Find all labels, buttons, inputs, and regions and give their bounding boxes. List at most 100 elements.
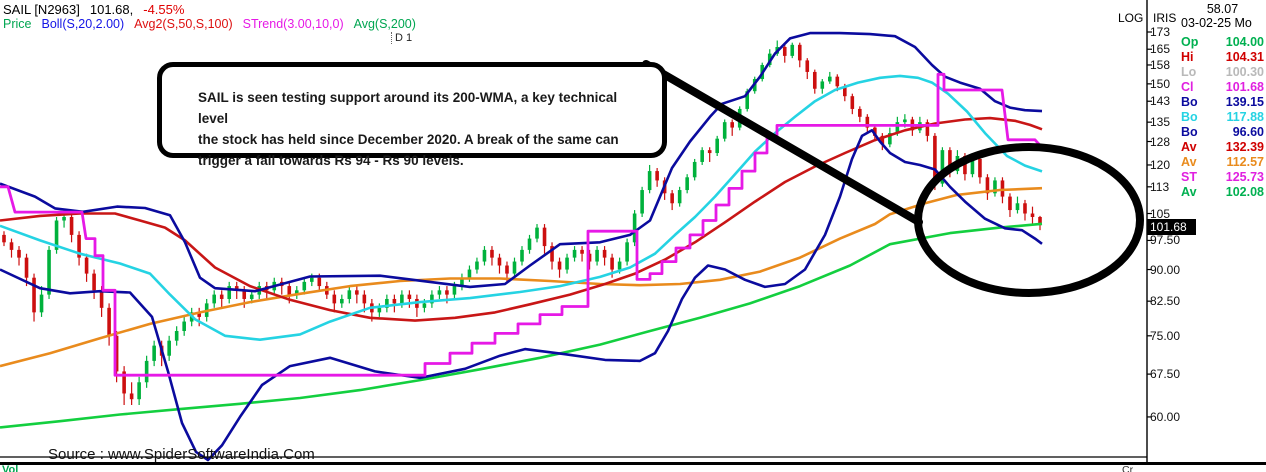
candle-body: [347, 290, 352, 299]
panel-row-value: 104.00: [1225, 35, 1264, 49]
candle-body: [610, 257, 614, 270]
last-price-label: 101.68,: [89, 2, 134, 17]
candle-body: [827, 76, 832, 82]
candle-body: [640, 190, 644, 214]
candle-body: [880, 135, 885, 145]
panel-row-label: Bo: [1181, 110, 1198, 124]
candle-body: [129, 393, 134, 400]
ohlc-indicator-panel: Op 104.00 Hi 104.31 Lo 100.30 Cl 101.68 Bo 139.15…: [1181, 35, 1264, 200]
volume-pane-label: Vol: [2, 464, 19, 472]
annotation-line-2: the stock has held since December 2020. …: [198, 132, 619, 147]
candle-body: [805, 60, 810, 72]
candle-body: [542, 227, 547, 247]
panel-row-value: 102.08: [1225, 185, 1264, 199]
panel-row-cl-3: Cl 101.68: [1181, 80, 1264, 95]
panel-row-label: ST: [1181, 170, 1197, 184]
candle-body: [137, 382, 141, 400]
candle-body: [625, 242, 629, 262]
candle-body: [332, 294, 337, 304]
y-axis-tick-label: 75.00: [1150, 328, 1181, 343]
candle-body: [745, 91, 750, 109]
candle-body: [940, 150, 945, 184]
y-axis-tick-label: 165: [1150, 42, 1171, 57]
candle-body: [820, 81, 825, 89]
candle-body: [970, 158, 975, 175]
candle-body: [249, 294, 254, 299]
panel-row-label: Bo: [1181, 95, 1198, 109]
overlay-boll-lower: [0, 129, 1043, 462]
candle-body: [617, 261, 622, 270]
candle-body: [512, 261, 517, 274]
candle-body: [32, 277, 36, 313]
candle-body: [1000, 180, 1005, 197]
legend-item-4: STrend(3.00,10,0): [242, 17, 344, 31]
candle-body: [167, 340, 171, 356]
candle-body: [77, 234, 81, 258]
panel-row-value: 100.30: [1225, 65, 1264, 79]
candle-body: [92, 273, 96, 291]
y-axis-tick-label: 97.50: [1150, 233, 1181, 248]
candle-body: [707, 150, 712, 154]
panel-row-label: Av: [1181, 155, 1197, 169]
log-scale-label: LOG: [1118, 11, 1144, 25]
annotation-line-3: trigger a fall towards Rs 94 - Rs 90 lev…: [198, 153, 464, 168]
candle-body: [39, 294, 44, 313]
candle-body: [782, 47, 787, 56]
panel-row-value: 139.15: [1225, 95, 1264, 109]
candle-body: [535, 227, 539, 239]
candle-body: [655, 171, 659, 181]
candle-body: [1038, 216, 1042, 226]
candle-body: [722, 122, 727, 139]
panel-row-av-7: Av 132.39: [1181, 140, 1264, 155]
candle-body: [460, 277, 464, 287]
candle-body: [595, 249, 599, 262]
candle-body: [219, 294, 224, 299]
candle-body: [340, 298, 344, 304]
y-axis-tick-label: 82.50: [1150, 294, 1181, 309]
overlay-wma-100: [0, 186, 1043, 368]
candle-body: [670, 193, 674, 204]
candle-body: [873, 127, 877, 136]
candle-body: [114, 335, 119, 372]
panel-row-bo-5: Bo 117.88: [1181, 110, 1264, 125]
candle-body: [2, 234, 6, 243]
y-axis-tick-label: 67.50: [1150, 367, 1181, 382]
chart-header: SAIL [N2963] 101.68, -4.55%: [3, 2, 184, 17]
candle-body: [99, 290, 104, 308]
panel-row-label: Av: [1181, 185, 1197, 199]
candle-body: [527, 238, 532, 250]
candle-body: [1008, 196, 1012, 211]
panel-row-label: Bo: [1181, 125, 1198, 139]
panel-row-value: 112.57: [1226, 155, 1264, 169]
candle-body: [24, 257, 29, 278]
candle-body: [497, 257, 502, 266]
candle-body: [9, 242, 14, 250]
candle-body: [685, 177, 689, 191]
candle-body: [933, 135, 937, 184]
candle-body: [715, 138, 719, 154]
panel-row-label: Cl: [1181, 80, 1194, 94]
panel-row-av-8: Av 112.57: [1181, 155, 1264, 170]
candle-body: [17, 249, 21, 258]
candle-body: [69, 216, 74, 235]
candle-body: [309, 277, 314, 282]
candle-body: [144, 360, 149, 383]
candle-body: [985, 177, 990, 194]
candle-body: [317, 277, 322, 287]
candle-body: [482, 249, 487, 262]
panel-row-op-0: Op 104.00: [1181, 35, 1264, 50]
panel-date: 03-02-25 Mo: [1181, 16, 1252, 30]
candle-body: [445, 290, 449, 295]
panel-row-label: Av: [1181, 140, 1197, 154]
candle-body: [993, 180, 997, 194]
candle-body: [242, 290, 247, 299]
candle-body: [430, 294, 434, 304]
candle-body: [1015, 203, 1020, 211]
candle-body: [182, 321, 186, 331]
candle-body: [925, 122, 930, 136]
panel-row-value: 125.73: [1225, 170, 1264, 184]
panel-row-bo-4: Bo 139.15: [1181, 95, 1264, 110]
y-axis-tick-label: 173: [1150, 25, 1171, 39]
panel-top-value: 58.07: [1206, 2, 1239, 16]
